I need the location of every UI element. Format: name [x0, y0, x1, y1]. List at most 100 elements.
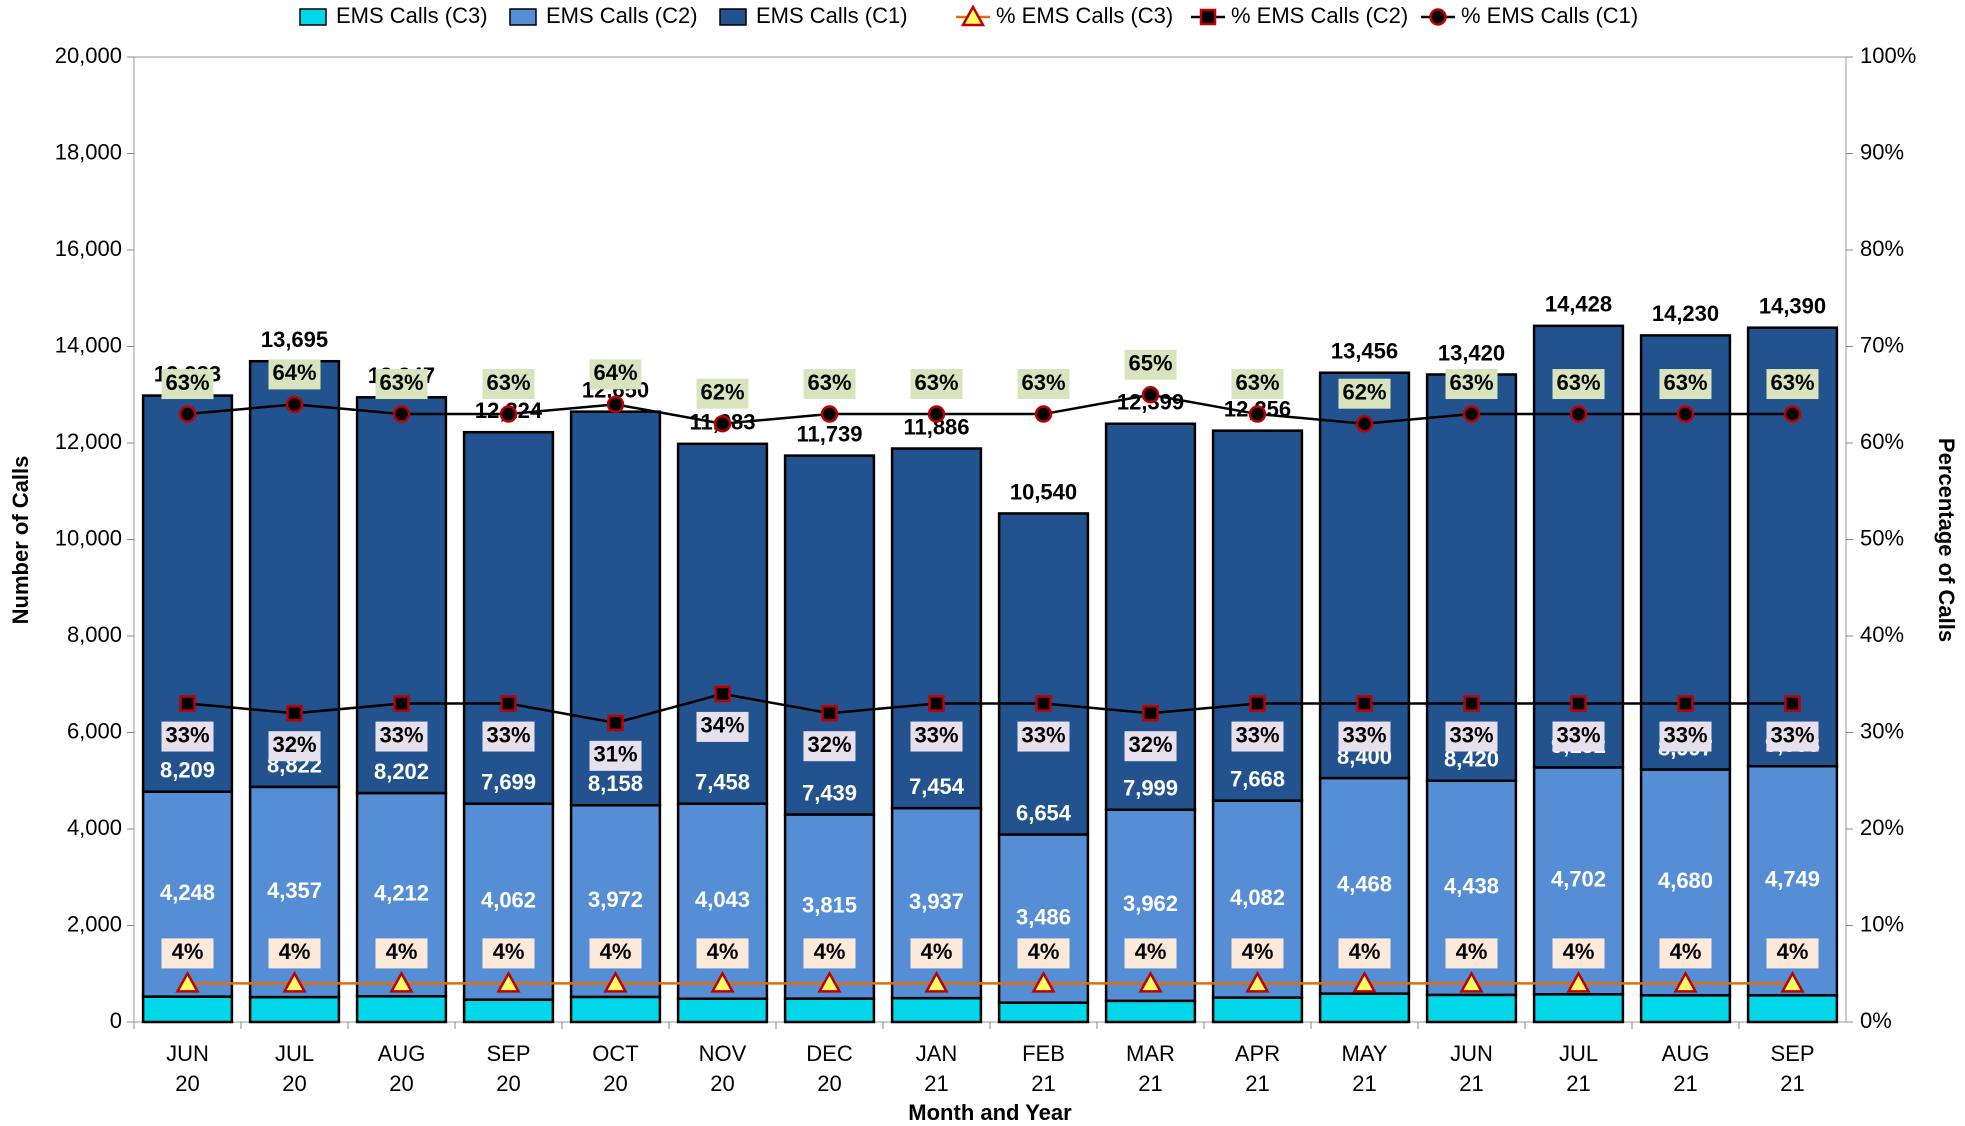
y2-axis-title: Percentage of Calls	[1934, 438, 1959, 642]
bar-segment	[676, 442, 769, 805]
line-value-label: 62%	[700, 380, 744, 405]
line-value-label: 33%	[379, 722, 423, 747]
line-marker	[1142, 704, 1159, 722]
bar-value-label: 8,209	[160, 757, 215, 782]
legend-marker	[1429, 8, 1447, 26]
line-label-box	[1231, 721, 1284, 752]
y2-tick-label: 0%	[1860, 1008, 1892, 1033]
x-tick-label: JUN 20	[166, 1041, 209, 1096]
bar-segment	[569, 410, 662, 807]
legend-label: % EMS Calls (C2)	[1231, 3, 1408, 28]
line-marker	[496, 970, 521, 993]
line-series	[187, 393, 1793, 425]
bar-value-label: 3,815	[802, 892, 857, 917]
line-value-label: 32%	[1128, 732, 1172, 757]
legend-label: EMS Calls (C1)	[756, 3, 908, 28]
line-value-label: 33%	[1770, 722, 1814, 747]
line-value-label: 4%	[1028, 939, 1060, 964]
x-tick-label: MAR 21	[1126, 1041, 1175, 1096]
line-value-label: 63%	[914, 370, 958, 395]
line-marker	[927, 405, 946, 423]
bar-value-label: 4,468	[1337, 872, 1392, 897]
bar-value-label: 3,486	[1016, 904, 1071, 929]
y2-tick-label: 60%	[1860, 429, 1904, 454]
bar-segment	[1104, 808, 1197, 1003]
line-label-box	[268, 359, 321, 390]
line-value-label: 33%	[486, 722, 530, 747]
line-label-box	[1338, 938, 1391, 969]
line-value-label: 63%	[379, 370, 423, 395]
line-marker	[1352, 970, 1377, 993]
y-tick-label: 6,000	[67, 718, 122, 743]
line-value-label: 34%	[700, 713, 744, 738]
line-marker	[1784, 695, 1801, 712]
bar-segment	[1639, 994, 1732, 1024]
line-label-box	[589, 938, 642, 969]
line-value-label: 4%	[1349, 939, 1381, 964]
bar-segment	[676, 997, 769, 1024]
line-marker	[607, 714, 624, 732]
line-marker	[924, 970, 949, 993]
line-label-box	[803, 938, 856, 969]
total-label: 14,230	[1652, 301, 1719, 326]
line-marker	[178, 405, 197, 423]
y2-tick-label: 30%	[1860, 718, 1904, 743]
line-marker	[1141, 386, 1160, 404]
line-marker	[1569, 405, 1588, 423]
bar-value-label: 7,439	[802, 780, 857, 805]
line-label-box	[482, 721, 535, 752]
line-marker	[820, 405, 839, 423]
line-marker	[500, 695, 517, 712]
x-tick-label: NOV 20	[699, 1041, 747, 1096]
bar-value-label: 3,972	[588, 887, 643, 912]
legend-marker	[960, 4, 986, 27]
x-tick-label: DEC 20	[806, 1041, 853, 1096]
y2-tick-label: 50%	[1860, 525, 1904, 550]
bar-value-label: 4,248	[160, 880, 215, 905]
line-label-box	[1552, 938, 1605, 969]
legend-marker	[1199, 8, 1217, 26]
line-label-box	[1766, 369, 1819, 400]
total-label: 14,390	[1759, 293, 1826, 318]
line-marker	[603, 970, 628, 993]
bar-segment	[890, 806, 983, 1000]
line-value-label: 33%	[1449, 722, 1493, 747]
bar-value-label: 7,458	[695, 769, 750, 794]
line-marker	[714, 685, 731, 703]
line-label-box	[375, 721, 428, 752]
y-tick-label: 12,000	[55, 429, 122, 454]
line-label-box	[1231, 938, 1284, 969]
line-value-label: 4%	[279, 939, 311, 964]
line-value-label: 4%	[493, 939, 525, 964]
line-value-label: 65%	[1128, 351, 1172, 376]
line-value-label: 63%	[1235, 370, 1279, 395]
line-label-box	[1017, 369, 1070, 400]
bar-segment	[1104, 999, 1197, 1024]
bar-value-label: 4,438	[1444, 874, 1499, 899]
bar-value-label: 4,749	[1765, 867, 1820, 892]
line-marker	[1677, 695, 1694, 712]
bar-value-label: 4,062	[481, 887, 536, 912]
line-marker	[817, 970, 842, 993]
y2-tick-label: 100%	[1860, 43, 1916, 68]
line-value-label: 63%	[486, 370, 530, 395]
total-label: 14,428	[1545, 292, 1612, 317]
bar-segment	[890, 996, 983, 1024]
line-label-box	[1231, 369, 1284, 400]
line-label-box	[1552, 369, 1605, 400]
y-axis-title: Number of Calls	[8, 456, 33, 625]
bar-value-label: 4,357	[267, 878, 322, 903]
bar-segment	[1532, 324, 1625, 769]
line-value-label: 32%	[807, 732, 851, 757]
line-label-box	[1338, 721, 1391, 752]
line-label-box	[589, 359, 642, 390]
line-value-label: 4%	[1563, 939, 1595, 964]
line-marker	[393, 695, 410, 712]
bar-segment	[462, 998, 555, 1024]
bar-segment	[1532, 993, 1625, 1024]
x-tick-label: SEP 21	[1770, 1041, 1814, 1096]
line-marker	[1570, 695, 1587, 712]
line-marker	[179, 695, 196, 712]
line-label-box	[268, 938, 321, 969]
y2-tick-label: 90%	[1860, 139, 1904, 164]
